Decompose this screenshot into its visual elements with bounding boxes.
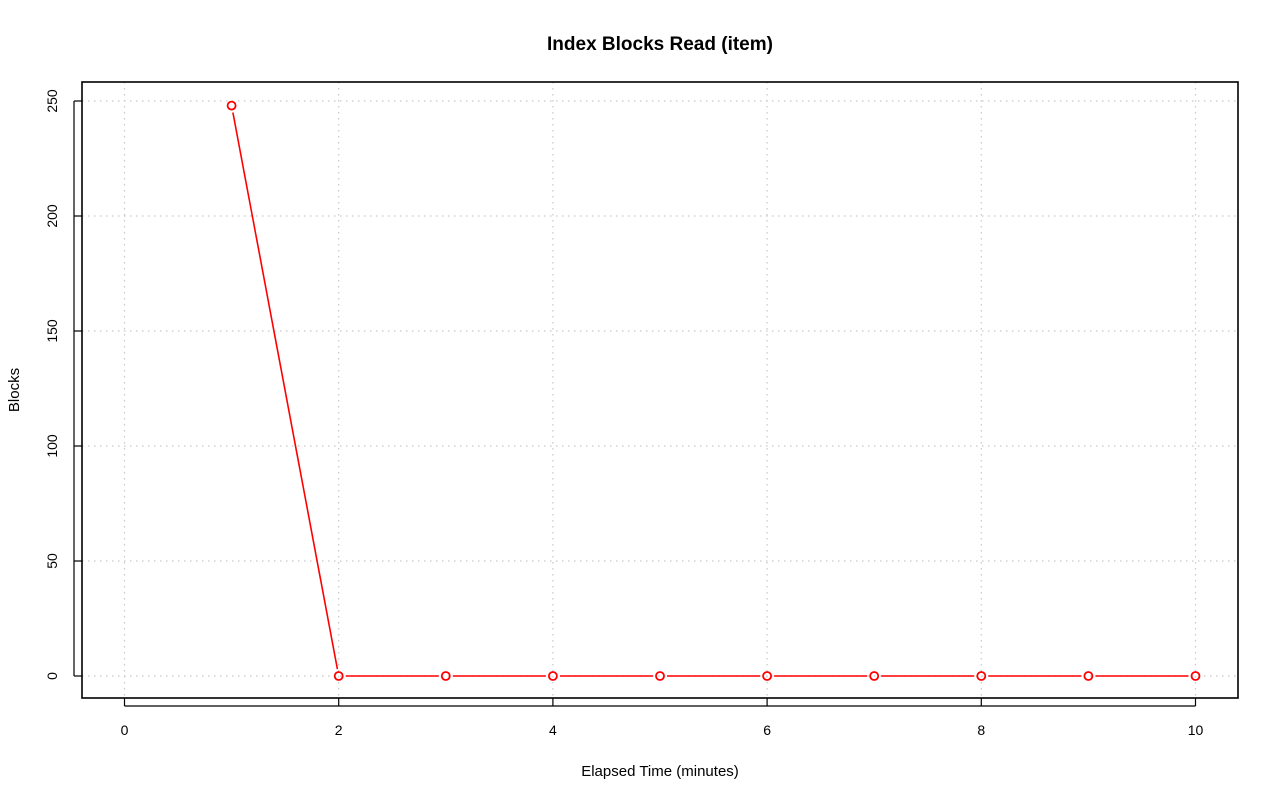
data-point — [762, 671, 772, 681]
data-point — [548, 671, 558, 681]
x-tick-label: 4 — [549, 722, 557, 738]
data-point — [333, 671, 344, 681]
data-point — [869, 671, 880, 681]
y-tick-label: 100 — [44, 434, 60, 458]
data-point — [1190, 671, 1201, 681]
x-tick-label: 8 — [977, 722, 985, 738]
y-tick-label: 200 — [44, 204, 60, 228]
y-tick-label: 50 — [44, 553, 60, 569]
plot-frame — [81, 81, 1239, 699]
y-tick-label: 250 — [44, 89, 60, 113]
data-point — [1083, 671, 1094, 681]
grid-lines — [82, 82, 1238, 698]
chart-title: Index Blocks Read (item) — [547, 34, 773, 55]
x-tick-label: 2 — [335, 722, 343, 738]
y-axis-label: Blocks — [6, 368, 23, 412]
x-tick-label: 0 — [121, 722, 129, 738]
x-axis: 0 2 4 6 8 10 — [121, 698, 1204, 738]
data-point — [440, 671, 451, 681]
data-point — [226, 100, 237, 111]
y-tick-label: 150 — [44, 319, 60, 343]
series-group — [226, 100, 1201, 681]
x-axis-label: Elapsed Time (minutes) — [581, 763, 739, 780]
y-axis: 0 50 100 150 200 250 — [44, 89, 82, 680]
data-point — [976, 671, 987, 681]
x-tick-label: 6 — [763, 722, 771, 738]
y-tick-label: 0 — [44, 672, 60, 680]
x-tick-label: 10 — [1188, 722, 1204, 738]
series-segment — [232, 112, 339, 670]
data-point — [655, 671, 665, 681]
